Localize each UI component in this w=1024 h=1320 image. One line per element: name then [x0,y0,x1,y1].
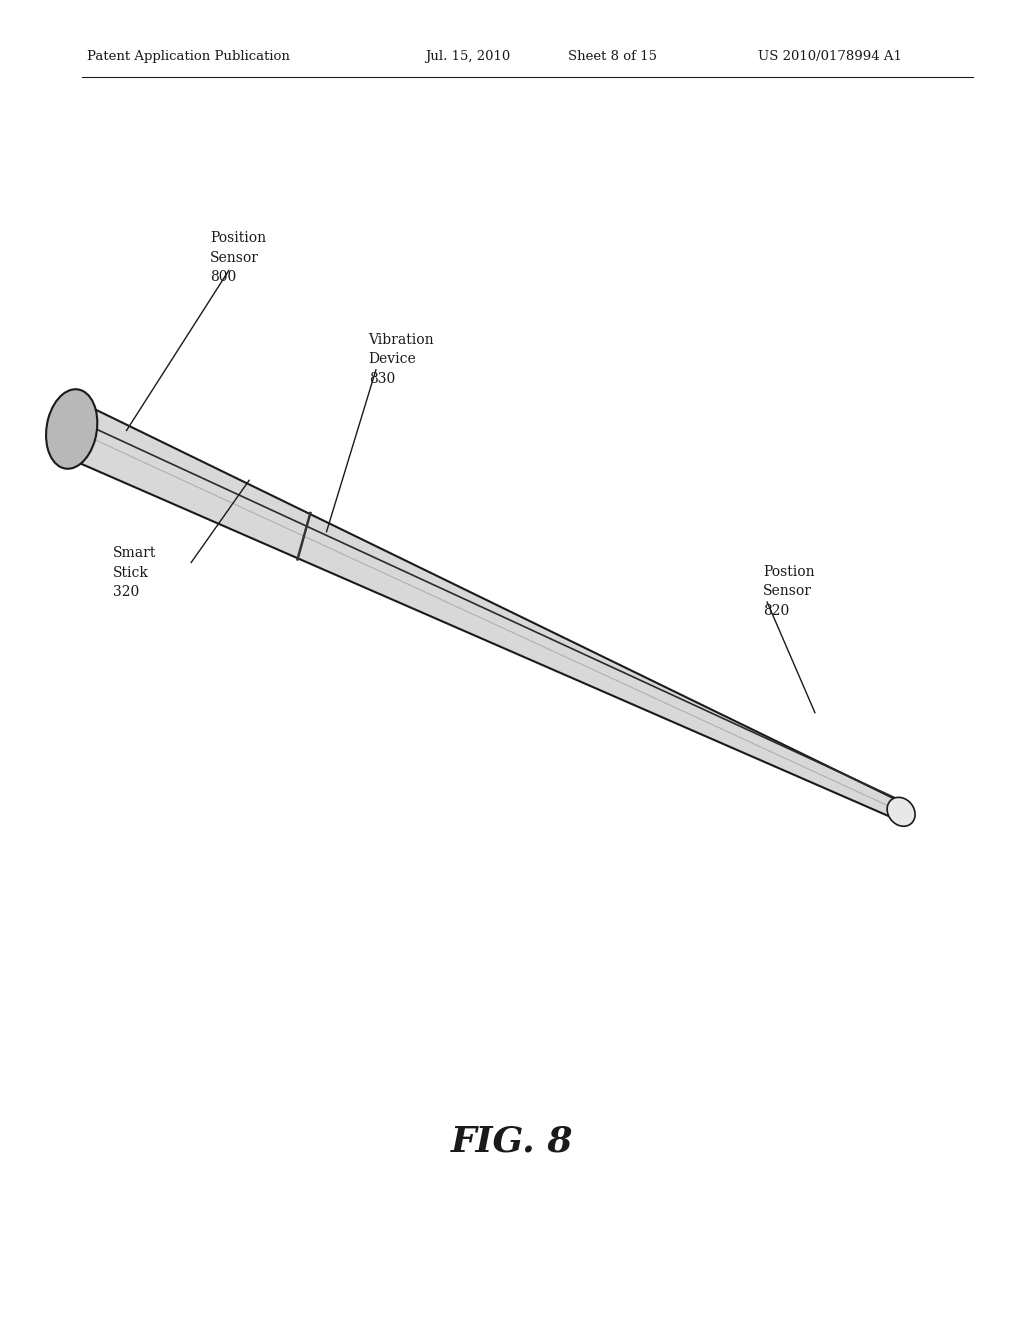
Text: Vibration
Device
830: Vibration Device 830 [369,333,434,385]
Text: FIG. 8: FIG. 8 [451,1125,573,1159]
Ellipse shape [887,797,915,826]
Text: Jul. 15, 2010: Jul. 15, 2010 [425,50,510,62]
Text: Smart
Stick
320: Smart Stick 320 [113,546,156,599]
Text: Patent Application Publication: Patent Application Publication [87,50,290,62]
Text: US 2010/0178994 A1: US 2010/0178994 A1 [758,50,902,62]
Text: Sheet 8 of 15: Sheet 8 of 15 [568,50,657,62]
Text: Position
Sensor
800: Position Sensor 800 [210,231,266,284]
Polygon shape [65,401,903,821]
Ellipse shape [46,389,97,469]
Text: Postion
Sensor
820: Postion Sensor 820 [763,565,814,618]
